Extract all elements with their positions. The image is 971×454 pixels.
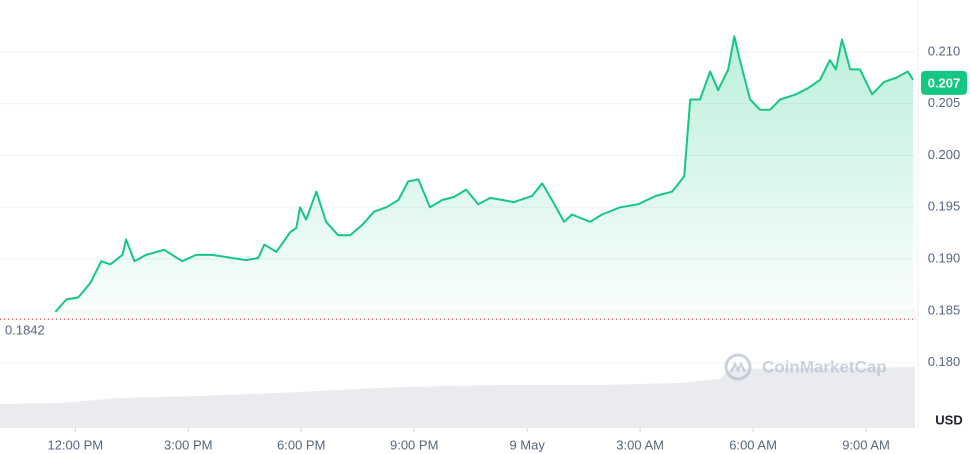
reference-label: 0.1842: [5, 323, 45, 338]
y-tick-label: 0.200: [928, 147, 961, 162]
x-tick-label: 12:00 PM: [47, 437, 103, 452]
x-tick-label: 3:00 PM: [164, 437, 212, 452]
y-tick-label: 0.210: [928, 43, 961, 58]
x-tick-label: 9:00 PM: [390, 437, 438, 452]
x-tick-label: 6:00 PM: [277, 437, 325, 452]
price-area: [55, 36, 914, 320]
y-tick-label: 0.205: [928, 95, 961, 110]
current-price-label: 0.207: [928, 75, 961, 90]
y-tick-label: 0.195: [928, 199, 961, 214]
x-tick-label: 6:00 AM: [729, 437, 777, 452]
y-tick-label: 0.190: [928, 251, 961, 266]
current-price-badge: [921, 70, 967, 95]
x-tick-label: 3:00 AM: [616, 437, 664, 452]
volume: [0, 367, 915, 428]
y-tick-label: 0.180: [928, 354, 961, 369]
y-tick-label: 0.185: [928, 302, 961, 317]
x-tick-label: 9:00 AM: [842, 437, 890, 452]
x-tick-label: 9 May: [509, 437, 545, 452]
watermark-text: CoinMarketCap: [762, 357, 887, 376]
price-line: [54, 35, 914, 313]
watermark: CoinMarketCap: [724, 353, 887, 381]
currency-label: USD: [935, 412, 962, 427]
